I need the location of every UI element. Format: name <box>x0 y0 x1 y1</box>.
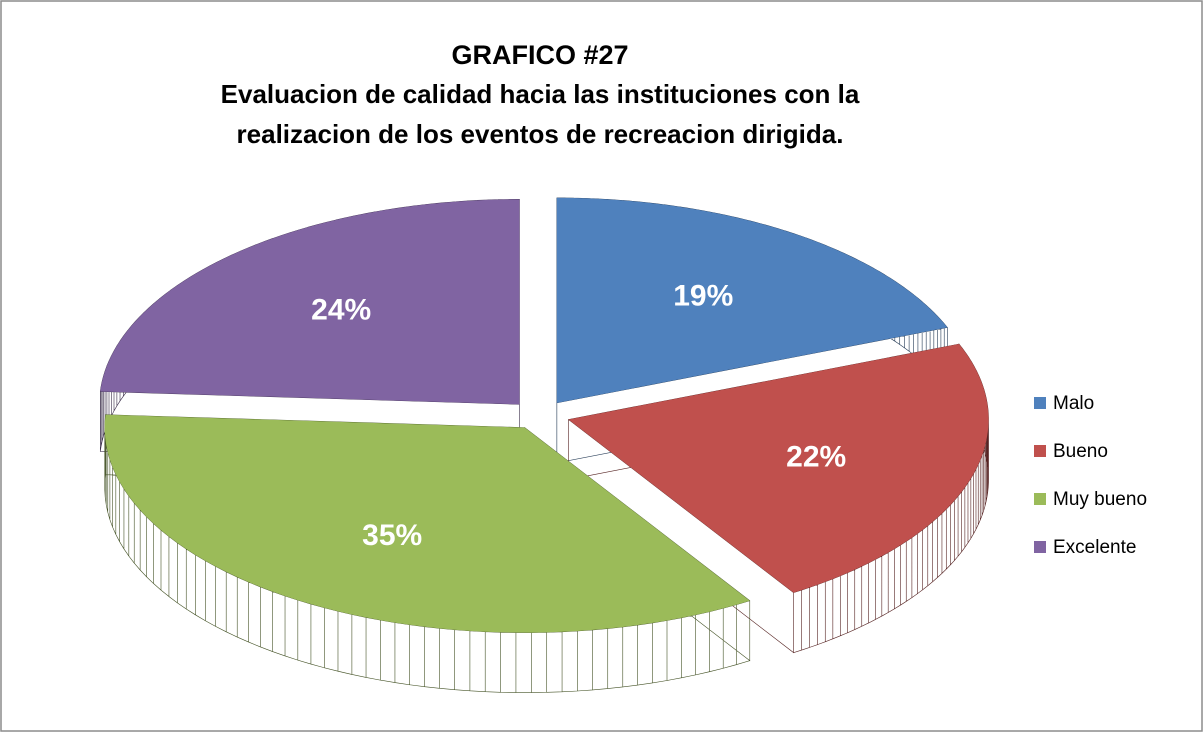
legend-label: Malo <box>1053 393 1094 414</box>
pie-slice <box>568 344 989 593</box>
value-label: 24% <box>311 294 371 327</box>
legend-swatch <box>1034 493 1046 505</box>
legend-swatch <box>1034 397 1046 409</box>
legend-swatch <box>1034 541 1046 553</box>
pie-slice <box>100 199 520 405</box>
legend-swatch <box>1034 445 1046 457</box>
legend-label: Muy bueno <box>1053 489 1147 510</box>
pie-slice <box>104 414 750 633</box>
titles: GRAFICO #27 Evaluacion de calidad hacia … <box>0 36 1080 154</box>
legend-label: Bueno <box>1053 441 1108 462</box>
chart-title: GRAFICO #27 <box>451 40 629 70</box>
legend-label: Excelente <box>1053 537 1136 558</box>
value-label: 19% <box>673 280 733 313</box>
chart-subtitle: Evaluacion de calidad hacia las instituc… <box>220 79 860 149</box>
pie-slice <box>556 197 948 403</box>
value-label: 22% <box>786 441 846 474</box>
value-label: 35% <box>362 519 422 552</box>
